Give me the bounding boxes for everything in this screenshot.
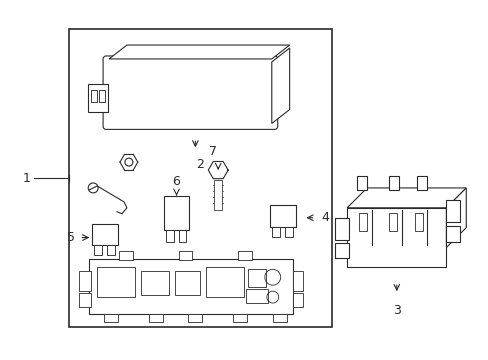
Bar: [292, 293, 302, 307]
Bar: [89, 260, 292, 314]
Polygon shape: [446, 188, 466, 247]
Bar: [141, 271, 168, 295]
Bar: [446, 200, 459, 222]
Bar: [79, 293, 91, 307]
Bar: [284, 227, 292, 237]
Bar: [104, 314, 118, 322]
FancyBboxPatch shape: [103, 56, 277, 129]
Bar: [88, 84, 108, 112]
Bar: [178, 251, 192, 260]
Text: 7: 7: [209, 145, 217, 158]
Polygon shape: [208, 162, 228, 179]
Bar: [97, 267, 135, 297]
Bar: [206, 267, 244, 297]
Bar: [148, 314, 163, 322]
Bar: [238, 251, 251, 260]
Bar: [233, 314, 246, 322]
Bar: [214, 180, 222, 210]
Bar: [335, 218, 348, 239]
Bar: [99, 90, 105, 102]
Bar: [91, 90, 97, 102]
Text: 6: 6: [172, 175, 180, 188]
Polygon shape: [109, 45, 289, 59]
Bar: [178, 230, 186, 242]
Bar: [446, 226, 459, 242]
Bar: [272, 314, 286, 322]
Bar: [416, 176, 426, 190]
Bar: [119, 251, 133, 260]
Text: 4: 4: [321, 211, 328, 224]
Bar: [92, 224, 118, 246]
Text: 2: 2: [196, 158, 204, 171]
Bar: [247, 269, 265, 287]
Bar: [388, 213, 396, 231]
Bar: [335, 243, 348, 258]
Bar: [269, 205, 295, 227]
Bar: [245, 289, 267, 303]
Bar: [79, 271, 91, 291]
Bar: [271, 227, 279, 237]
Polygon shape: [271, 48, 289, 123]
Bar: [188, 314, 202, 322]
Polygon shape: [346, 188, 466, 208]
Bar: [414, 213, 422, 231]
Bar: [292, 271, 302, 291]
Text: 3: 3: [392, 304, 400, 317]
Bar: [356, 176, 366, 190]
Bar: [69, 29, 332, 327]
Bar: [107, 246, 115, 255]
Bar: [346, 208, 446, 267]
Bar: [163, 196, 189, 230]
Bar: [174, 271, 200, 295]
Bar: [94, 246, 102, 255]
Text: 5: 5: [67, 231, 75, 244]
Bar: [388, 176, 398, 190]
Bar: [358, 213, 366, 231]
Text: 1: 1: [23, 171, 31, 185]
Bar: [165, 230, 173, 242]
